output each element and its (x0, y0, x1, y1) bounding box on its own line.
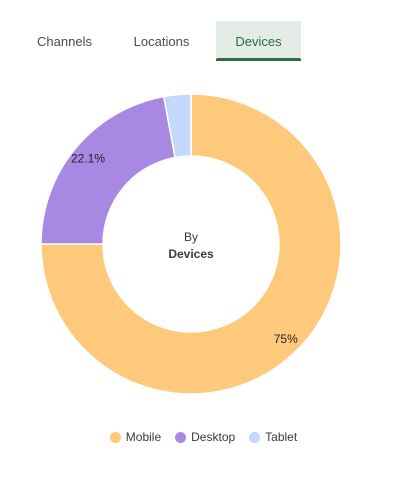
tab-locations[interactable]: Locations (119, 21, 204, 61)
legend-item-tablet[interactable]: Tablet (249, 430, 297, 444)
chart-legend: Mobile Desktop Tablet (0, 430, 407, 444)
legend-label-desktop: Desktop (191, 430, 236, 444)
donut-slices (40, 93, 342, 395)
donut-slice-desktop[interactable] (40, 95, 176, 245)
legend-label-mobile: Mobile (125, 430, 162, 444)
donut-slice-tablet[interactable] (162, 93, 192, 159)
legend-swatch-tablet (249, 431, 261, 443)
tab-devices[interactable]: Devices (216, 21, 301, 61)
tab-locations-label: Locations (133, 33, 190, 49)
tab-devices-label: Devices (235, 33, 282, 49)
center-label-line1: By (184, 230, 198, 244)
slice-label-mobile: 75% (274, 332, 298, 346)
center-label-line2: Devices (168, 247, 214, 261)
legend-item-desktop[interactable]: Desktop (175, 430, 235, 444)
legend-swatch-mobile (109, 431, 121, 443)
tab-channels-label: Channels (37, 33, 92, 49)
slice-label-desktop: 22.1% (71, 151, 105, 165)
legend-item-mobile[interactable]: Mobile (109, 430, 162, 444)
donut-slice-mobile[interactable] (40, 93, 342, 395)
devices-donut-chart: 75% 22.1% By Devices (40, 93, 342, 395)
tab-channels[interactable]: Channels (22, 21, 107, 61)
legend-label-tablet: Tablet (265, 430, 298, 444)
tab-bar: Channels Locations Devices (22, 21, 347, 61)
legend-swatch-desktop (175, 431, 187, 443)
donut-slice-labels: 75% 22.1% (71, 151, 298, 345)
